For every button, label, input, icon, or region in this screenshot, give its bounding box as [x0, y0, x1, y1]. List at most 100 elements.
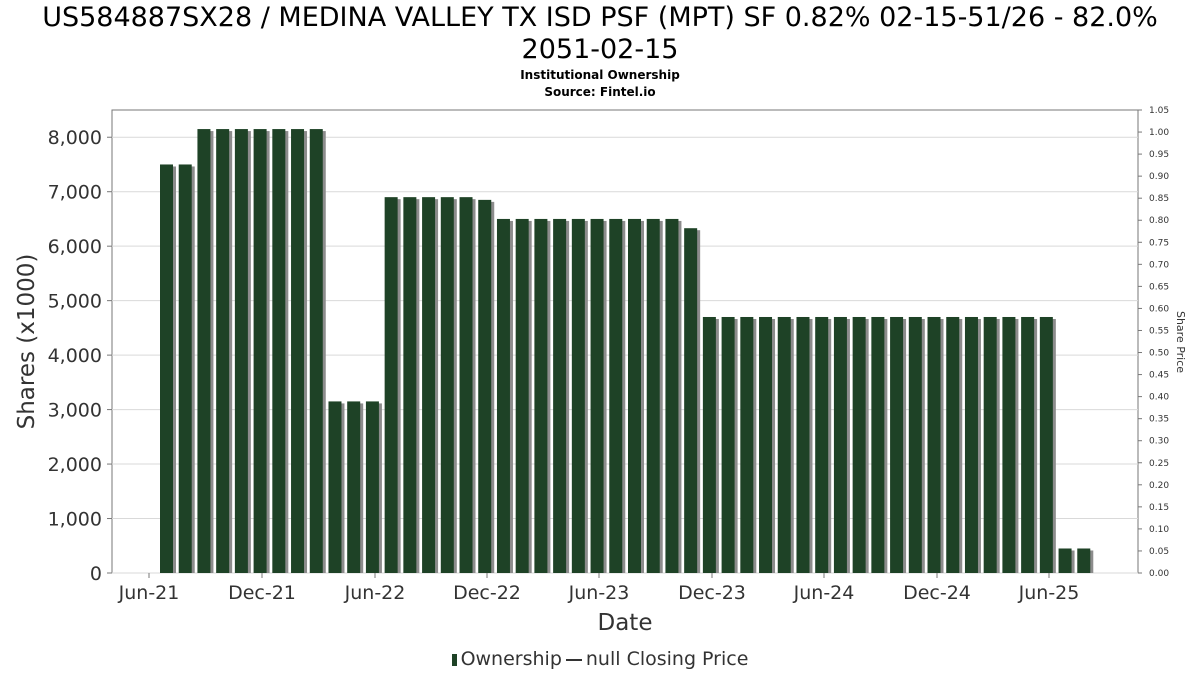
ownership-bar [946, 316, 960, 573]
x-tick-label: Dec-22 [453, 582, 521, 604]
legend-ownership: Ownership [460, 648, 562, 670]
y2-tick-label: 0.65 [1149, 282, 1169, 292]
y2-tick-label: 0.10 [1149, 525, 1169, 535]
y2-tick-label: 0.70 [1149, 260, 1169, 270]
y-axis-label: Shares (x1000) [14, 254, 40, 430]
ownership-bar [571, 218, 585, 574]
ownership-bar [646, 218, 660, 574]
ownership-bar [740, 316, 754, 573]
ownership-bar [403, 197, 417, 573]
y-tick-label: 2,000 [48, 454, 102, 476]
ownership-bar [721, 316, 735, 573]
ownership-bar [365, 401, 379, 573]
x-tick-label: Dec-23 [678, 582, 746, 604]
y2-tick-label: 0.25 [1149, 459, 1169, 469]
ownership-bar [422, 197, 436, 573]
legend-price: null Closing Price [585, 648, 749, 670]
ownership-bar [871, 316, 885, 573]
ownership-bar [1021, 316, 1035, 573]
y2-tick-label: 0.35 [1149, 415, 1169, 425]
y2-tick-label: 0.75 [1149, 238, 1169, 248]
x-tick-label: Jun-24 [793, 582, 855, 604]
x-axis-label: Date [598, 610, 653, 636]
x-tick-label: Jun-22 [344, 582, 406, 604]
y2-tick-label: 1.00 [1149, 128, 1169, 138]
y-tick-label: 7,000 [48, 182, 102, 204]
y2-tick-label: 0.15 [1149, 503, 1169, 513]
y2-tick-label: 0.40 [1149, 393, 1169, 403]
ownership-bar [964, 316, 978, 573]
ownership-bar [1002, 316, 1016, 573]
chart-source: Source: Fintel.io [544, 85, 656, 99]
chart-subtitle: Institutional Ownership [520, 68, 680, 82]
ownership-bar [702, 316, 716, 573]
ownership-bar [628, 218, 641, 574]
ownership-bar [759, 316, 773, 573]
ownership-bar [1058, 548, 1072, 573]
y-tick-label: 3,000 [48, 400, 102, 422]
chart-title-line2: 2051-02-15 [521, 34, 679, 65]
x-tick-label: Dec-21 [228, 582, 296, 604]
y2-tick-label: 0.95 [1149, 150, 1169, 160]
ownership-bar [590, 218, 604, 574]
ownership-bar [1039, 316, 1053, 573]
ownership-bar [815, 316, 829, 573]
y2-tick-label: 0.45 [1149, 371, 1169, 381]
ownership-bar [908, 316, 922, 573]
y-tick-label: 5,000 [48, 291, 102, 313]
ownership-bar [684, 228, 698, 573]
ownership-swatch-icon [451, 653, 457, 666]
ownership-bar [478, 199, 492, 573]
y2-tick-label: 0.60 [1149, 304, 1169, 314]
ownership-bar [440, 197, 454, 573]
ownership-bar [178, 164, 192, 573]
ownership-bar [927, 316, 941, 573]
x-axis-ticks: Jun-21 Dec-21 Jun-22 Dec-22 Jun-23 Dec-23 Jun-… [118, 573, 1080, 604]
y-tick-label: 6,000 [48, 236, 102, 258]
y2-tick-label: 0.50 [1149, 349, 1169, 359]
ownership-bar [796, 316, 810, 573]
ownership-bar [197, 129, 211, 574]
chart-title: US584887SX28 / MEDINA VALLEY TX ISD PSF … [42, 2, 1158, 33]
x-tick-label: Jun-25 [1018, 582, 1080, 604]
y2-axis-ticks: 0.00 0.05 0.10 0.15 0.20 0.25 0.30 0.35 0.40 0.45… [1138, 106, 1169, 579]
y2-tick-label: 0.05 [1149, 547, 1169, 557]
y2-axis-label: Share Price [1174, 311, 1187, 373]
y2-tick-label: 0.90 [1149, 172, 1169, 182]
legend: Ownership null Closing Price [0, 648, 1200, 670]
y-tick-label: 0 [90, 563, 102, 585]
ownership-bar [216, 129, 230, 574]
y-tick-label: 8,000 [48, 127, 102, 149]
ownership-bar [328, 401, 342, 573]
ownership-bar [515, 218, 529, 574]
y2-tick-label: 0.30 [1149, 437, 1169, 447]
x-tick-label: Dec-24 [903, 582, 971, 604]
x-tick-label: Jun-21 [118, 582, 180, 604]
ownership-bar [496, 218, 510, 574]
y2-tick-label: 0.85 [1149, 194, 1169, 204]
ownership-bar [160, 164, 173, 573]
ownership-bar [534, 218, 548, 574]
ownership-bar [890, 316, 904, 573]
y-tick-label: 4,000 [48, 345, 102, 367]
ownership-bar [291, 129, 305, 574]
ownership-bar [852, 316, 866, 573]
ownership-bar [459, 197, 473, 573]
y2-tick-label: 0.20 [1149, 481, 1169, 491]
x-tick-label: Jun-23 [568, 582, 630, 604]
ownership-bar [347, 401, 361, 573]
y2-tick-label: 0.00 [1149, 569, 1169, 579]
y2-tick-label: 1.05 [1149, 106, 1169, 116]
bars [160, 129, 1094, 574]
ownership-bar [234, 129, 248, 574]
ownership-bar [609, 218, 623, 574]
ownership-bar [665, 218, 679, 574]
ownership-bar [384, 197, 398, 573]
ownership-bar [309, 129, 323, 574]
y2-tick-label: 0.55 [1149, 326, 1169, 336]
y2-tick-label: 0.80 [1149, 216, 1169, 226]
y-axis-ticks: 0 1,000 2,000 3,000 4,000 5,000 6,000 7,000 8,00… [48, 127, 112, 585]
ownership-bar [253, 129, 267, 574]
price-line-icon [565, 658, 582, 661]
